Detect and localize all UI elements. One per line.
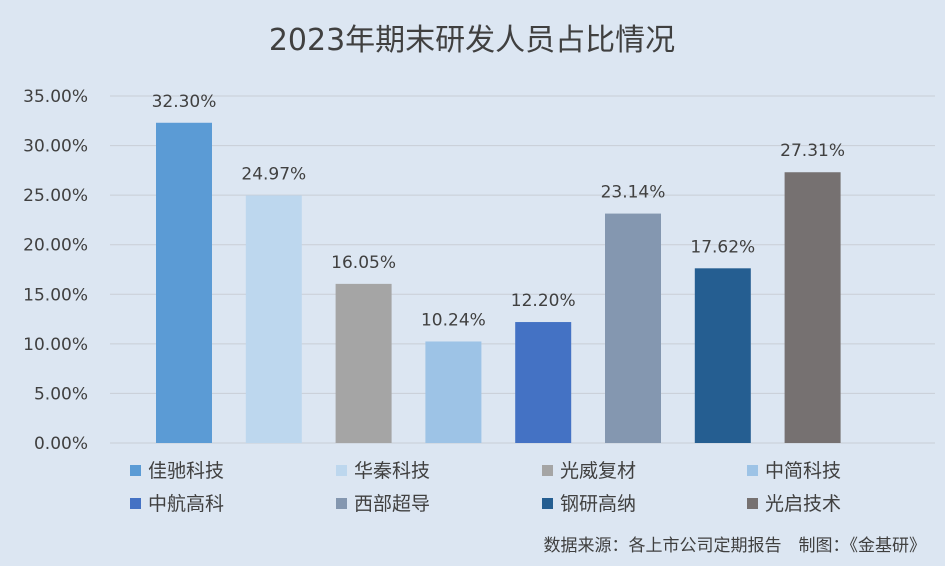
- bar: [515, 322, 572, 443]
- legend-swatch: [336, 465, 347, 476]
- y-tick-label: 15.00%: [23, 285, 88, 305]
- y-tick-label: 30.00%: [23, 137, 88, 157]
- bar: [335, 283, 392, 443]
- legend-label: 中航高科: [148, 493, 224, 515]
- legend-label: 光启技术: [765, 493, 841, 515]
- data-label: 10.24%: [421, 310, 486, 330]
- legend-swatch: [336, 498, 347, 509]
- data-label: 16.05%: [331, 253, 396, 273]
- bar: [694, 268, 751, 443]
- legend-swatch: [747, 498, 758, 509]
- legend-swatch: [130, 465, 141, 476]
- y-axis-ticks: 0.00% 5.00% 10.00% 15.00% 20.00% 25.00% 30.00%…: [23, 87, 88, 454]
- y-tick-label: 10.00%: [23, 335, 88, 355]
- y-tick-label: 5.00%: [34, 384, 88, 404]
- legend-label: 佳驰科技: [148, 460, 224, 482]
- bar: [605, 213, 661, 443]
- y-tick-label: 25.00%: [23, 186, 88, 206]
- y-tick-label: 35.00%: [23, 87, 88, 107]
- legend-swatch: [542, 465, 553, 476]
- data-label: 24.97%: [241, 164, 306, 184]
- data-label: 27.31%: [780, 141, 845, 161]
- data-label: 17.62%: [690, 237, 755, 257]
- legend-swatch: [747, 465, 758, 476]
- data-label: 12.20%: [511, 291, 576, 311]
- y-tick-label: 0.00%: [34, 434, 88, 454]
- legend-label: 光威复材: [560, 460, 636, 482]
- bar: [784, 172, 841, 444]
- legend-label: 中简科技: [765, 460, 841, 482]
- legend-label: 钢研高纳: [560, 493, 636, 515]
- legend-label: 华秦科技: [354, 460, 430, 482]
- y-tick-label: 20.00%: [23, 236, 88, 256]
- data-label: 23.14%: [601, 183, 666, 203]
- legend-swatch: [542, 498, 553, 509]
- data-labels: 32.30% 24.97% 16.05% 10.24% 12.20% 23.14% 17.6…: [152, 92, 845, 331]
- chart-title: 2023年期末研发人员占比情况: [269, 23, 675, 58]
- legend-label: 西部超导: [354, 493, 430, 515]
- bars: [156, 122, 841, 444]
- bar: [156, 122, 212, 444]
- legend-swatch: [130, 498, 141, 509]
- data-label: 32.30%: [152, 92, 217, 112]
- bar: [245, 195, 302, 443]
- source-note: 数据来源：各上市公司定期报告 制图：《金基研》: [544, 536, 927, 556]
- bar: [425, 341, 482, 443]
